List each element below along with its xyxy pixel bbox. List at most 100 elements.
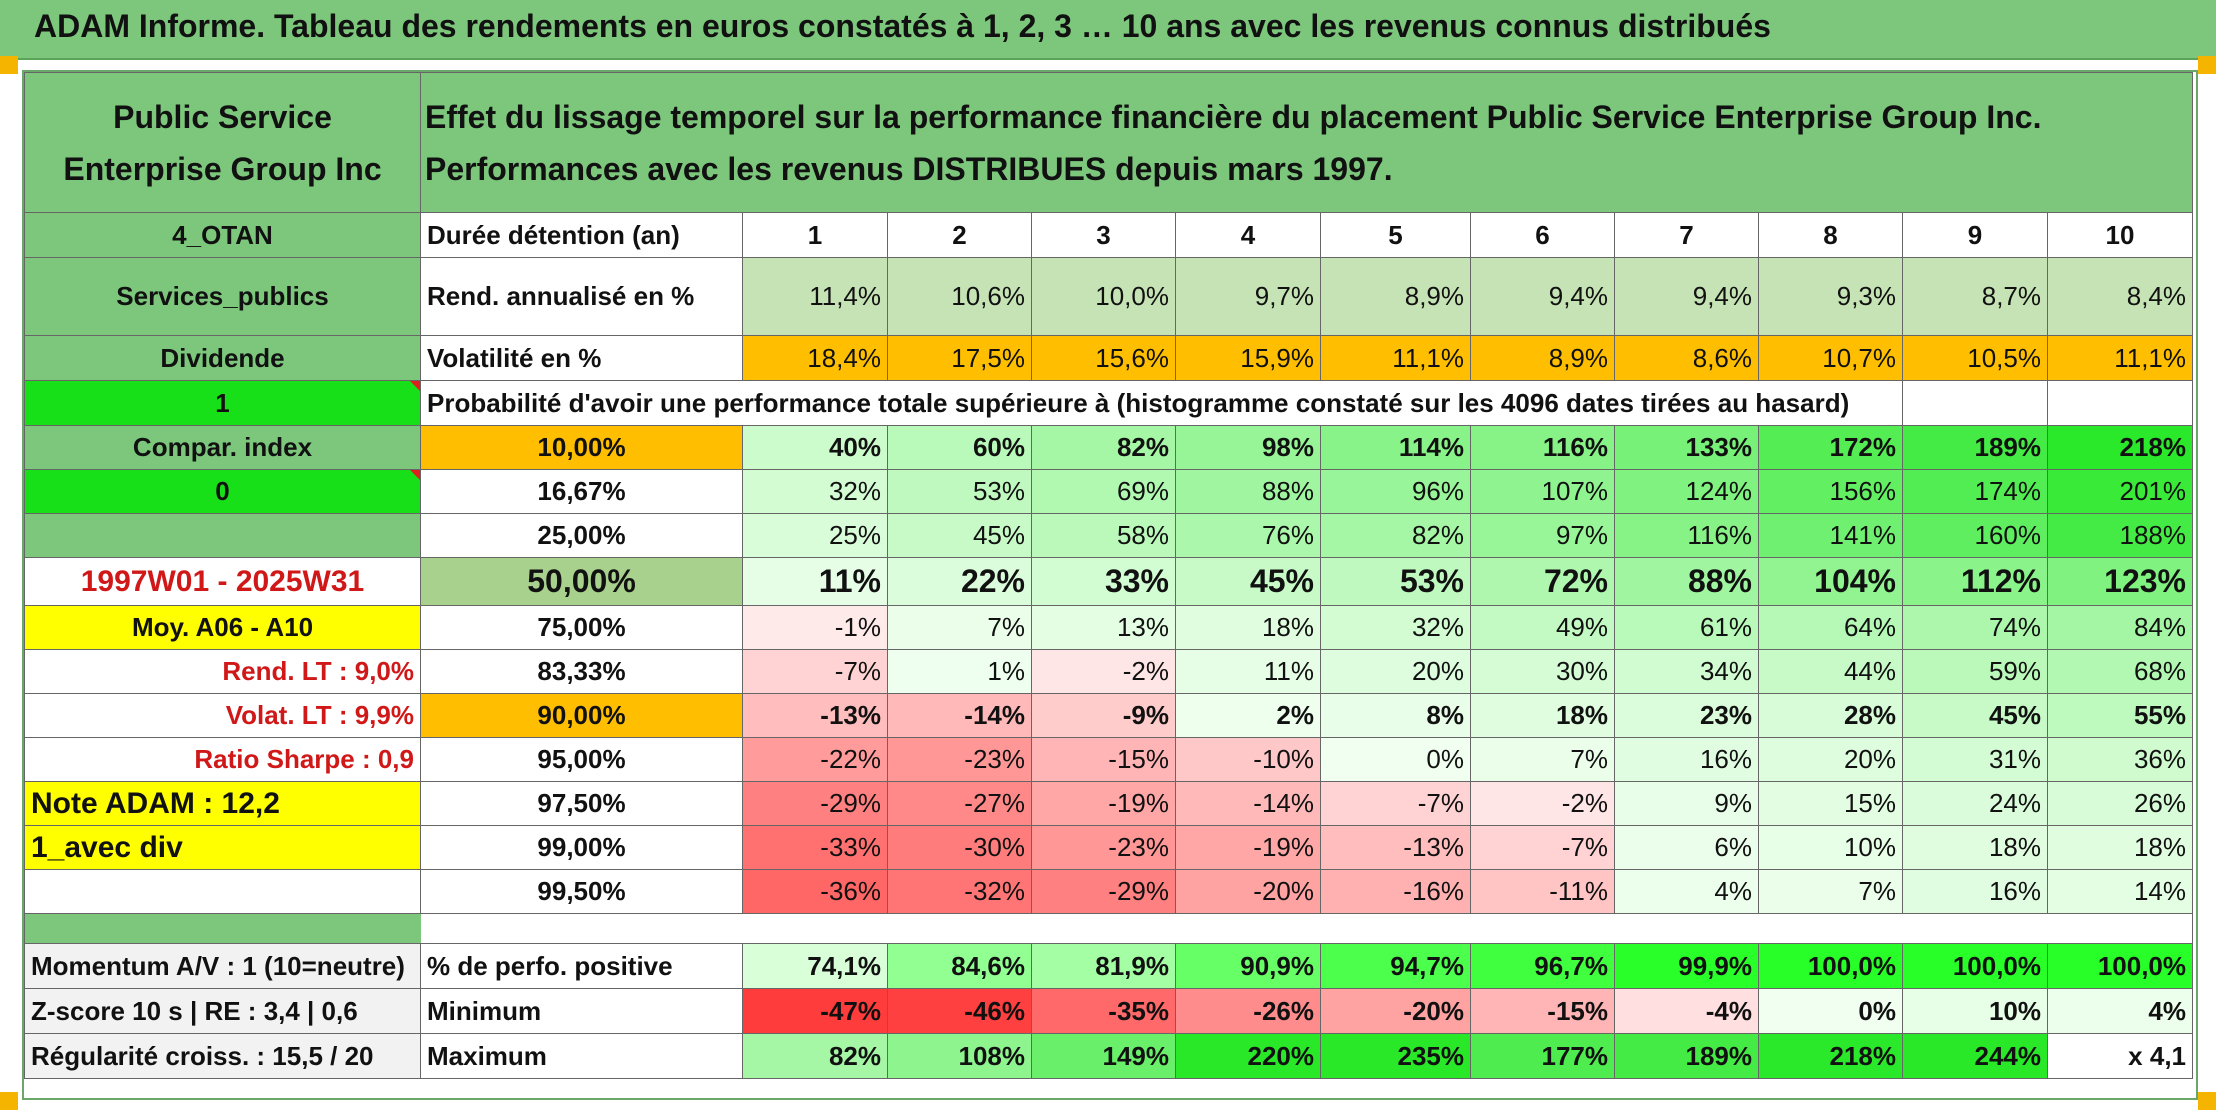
prob-value: 64% <box>1758 605 1903 650</box>
prob-row: Compar. index 10,00% 40% 60% 82% 98% 114% 116% 1… <box>24 425 2193 470</box>
prob-value: 98% <box>1175 425 1321 470</box>
maximum-value: 235% <box>1320 1033 1471 1079</box>
prob-value: 133% <box>1614 425 1759 470</box>
prob-value: 174% <box>1902 469 2048 514</box>
prob-value: 40% <box>742 425 888 470</box>
vol-value: 17,5% <box>887 335 1032 381</box>
prob-value: 218% <box>2047 425 2193 470</box>
prob-value: 30% <box>1470 649 1615 694</box>
prob-value: -10% <box>1175 737 1321 782</box>
prob-value: 6% <box>1614 825 1759 870</box>
prob-value: -7% <box>742 649 888 694</box>
prob-value: -1% <box>742 605 888 650</box>
prob-row: Moy. A06 - A10 75,00% -1% 7% 13% 18% 32% 49% 61%… <box>24 605 2193 650</box>
maximum-value: 82% <box>742 1033 888 1079</box>
prob-value: -13% <box>1320 825 1471 870</box>
prob-value: 32% <box>742 469 888 514</box>
threshold-pct: 50,00% <box>420 557 743 606</box>
vol-value: 11,1% <box>1320 335 1471 381</box>
header-row: Public Service Enterprise Group Inc Effe… <box>24 72 2193 213</box>
prob-value: -7% <box>1470 825 1615 870</box>
prob-value: 107% <box>1470 469 1615 514</box>
category-code: 4_OTAN <box>24 212 421 258</box>
prob-value: -19% <box>1031 781 1176 826</box>
minimum-value: -20% <box>1320 988 1471 1034</box>
prob-row: Note ADAM : 12,2 97,50% -29% -27% -19% -14% -7… <box>24 781 2193 826</box>
prob-value: 156% <box>1758 469 1903 514</box>
prob-value: 28% <box>1758 693 1903 738</box>
year-header: 4 <box>1175 212 1321 258</box>
prob-value: -32% <box>887 869 1032 914</box>
year-header: 6 <box>1470 212 1615 258</box>
prob-value: 0% <box>1320 737 1471 782</box>
minimum-value: -4% <box>1614 988 1759 1034</box>
vol-value: 10,5% <box>1902 335 2048 381</box>
rend-value: 8,7% <box>1902 257 2048 336</box>
rend-value: 10,6% <box>887 257 1032 336</box>
prob-value: 18% <box>1175 605 1321 650</box>
positive-value: 96,7% <box>1470 943 1615 989</box>
minimum-value: -26% <box>1175 988 1321 1034</box>
prob-value: 160% <box>1902 513 2048 558</box>
corner-mark <box>0 56 18 74</box>
rend-value: 11,4% <box>742 257 888 336</box>
prob-value: -33% <box>742 825 888 870</box>
prob-row: Ratio Sharpe : 0,9 95,00% -22% -23% -15% -10%… <box>24 737 2193 782</box>
rend-value: 9,7% <box>1175 257 1321 336</box>
prob-value: 16% <box>1902 869 2048 914</box>
year-header: 8 <box>1758 212 1903 258</box>
maximum-value: 108% <box>887 1033 1032 1079</box>
prob-value: 13% <box>1031 605 1176 650</box>
gap-row <box>24 913 2193 944</box>
maximum-value: x 4,1 <box>2047 1033 2193 1079</box>
prob-value: 74% <box>1902 605 2048 650</box>
rend-value: 9,3% <box>1758 257 1903 336</box>
rend-lt-label: Rend. LT : 9,0% <box>24 649 421 694</box>
prob-value: -22% <box>742 737 888 782</box>
years-label: Durée détention (an) <box>420 212 743 258</box>
prob-value: 82% <box>1031 425 1176 470</box>
minimum-value: -47% <box>742 988 888 1034</box>
prob-value: 32% <box>1320 605 1471 650</box>
rend-value: 10,0% <box>1031 257 1176 336</box>
prob-value: 16% <box>1614 737 1759 782</box>
prob-value: 116% <box>1470 425 1615 470</box>
threshold-pct: 75,00% <box>420 605 743 650</box>
prob-value: -20% <box>1175 869 1321 914</box>
prob-value: 88% <box>1175 469 1321 514</box>
prob-value: -13% <box>742 693 888 738</box>
rend-label: Rend. annualisé en % <box>420 257 743 336</box>
prob-value: 7% <box>1470 737 1615 782</box>
prob-value: 2% <box>1175 693 1321 738</box>
prob-value: -2% <box>1031 649 1176 694</box>
positive-value: 99,9% <box>1614 943 1759 989</box>
volat-lt-label: Volat. LT : 9,9% <box>24 693 421 738</box>
prob-value: -2% <box>1470 781 1615 826</box>
threshold-pct: 99,50% <box>420 869 743 914</box>
rend-row: Services_publics Rend. annualisé en % 11… <box>24 257 2193 336</box>
prob-value: 72% <box>1470 557 1615 606</box>
flag-zero: 0 <box>24 469 421 514</box>
prob-row: 1997W01 - 2025W31 50,00% 11% 22% 33% 45% 53% 72… <box>24 557 2193 606</box>
maximum-value: 218% <box>1758 1033 1903 1079</box>
prob-value: 69% <box>1031 469 1176 514</box>
prob-header-row: 1 Probabilité d'avoir une performance to… <box>24 380 2193 426</box>
prob-value: 11% <box>742 557 888 606</box>
prob-value: 10% <box>1758 825 1903 870</box>
threshold-pct: 16,67% <box>420 469 743 514</box>
positive-value: 100,0% <box>2047 943 2193 989</box>
maximum-value: 189% <box>1614 1033 1759 1079</box>
gap-cell <box>24 913 421 944</box>
prob-value: -11% <box>1470 869 1615 914</box>
prob-row: 25,00% 25% 45% 58% 76% 82% 97% 116% 141% 160% 188% <box>24 513 2193 558</box>
maximum-info: Régularité croiss. : 15,5 / 20 <box>24 1033 421 1079</box>
threshold-pct: 10,00% <box>420 425 743 470</box>
prob-value: 188% <box>2047 513 2193 558</box>
prob-value: 60% <box>887 425 1032 470</box>
rend-value: 9,4% <box>1470 257 1615 336</box>
empty-left <box>24 869 421 914</box>
prob-value: 1% <box>887 649 1032 694</box>
prob-value: 172% <box>1758 425 1903 470</box>
prob-value: 45% <box>1175 557 1321 606</box>
positive-info: Momentum A/V : 1 (10=neutre) <box>24 943 421 989</box>
